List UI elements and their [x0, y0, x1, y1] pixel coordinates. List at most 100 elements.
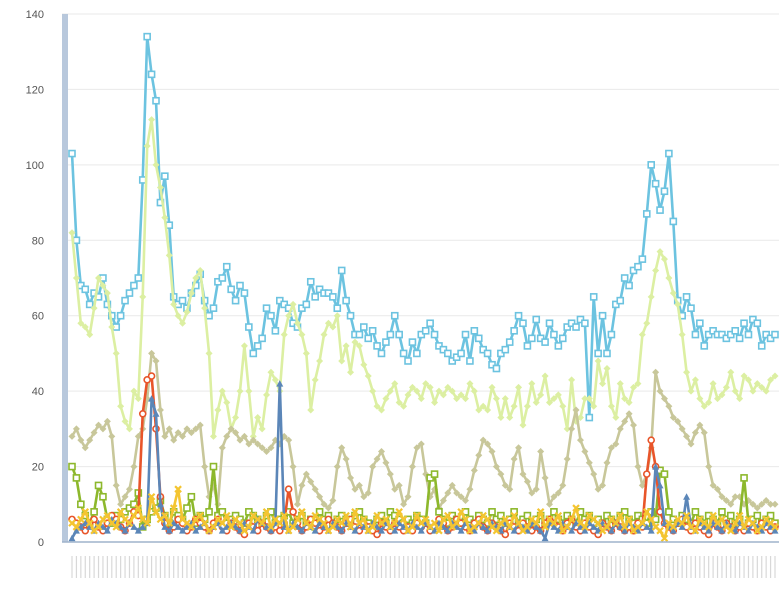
x-tick-label	[363, 556, 364, 578]
data-point	[135, 275, 141, 281]
data-point	[560, 335, 566, 341]
x-tick-label	[478, 556, 479, 578]
data-point	[228, 286, 234, 292]
x-tick-label	[133, 556, 134, 578]
x-tick-label	[655, 556, 656, 578]
data-point	[617, 298, 623, 304]
data-point	[396, 332, 402, 338]
data-point	[378, 350, 384, 356]
data-point	[608, 332, 614, 338]
data-point	[463, 332, 469, 338]
x-tick-label	[217, 556, 218, 578]
x-tick-label	[761, 556, 762, 578]
data-point	[551, 332, 557, 338]
y-tick-label: 0	[38, 537, 44, 549]
x-tick-label	[412, 556, 413, 578]
x-tick-label	[677, 556, 678, 578]
x-tick-label	[558, 556, 559, 578]
data-point	[741, 475, 747, 481]
data-point	[427, 320, 433, 326]
x-tick-label	[602, 556, 603, 578]
x-tick-label	[584, 556, 585, 578]
y-tick-label: 60	[32, 311, 44, 323]
x-tick-label	[120, 556, 121, 578]
data-point	[241, 290, 247, 296]
data-point	[493, 366, 499, 372]
x-tick-label	[575, 556, 576, 578]
x-tick-label	[195, 556, 196, 578]
x-tick-label	[483, 556, 484, 578]
x-tick-label	[94, 556, 95, 578]
data-point	[409, 339, 415, 345]
x-tick-label	[562, 556, 563, 578]
x-tick-label	[571, 556, 572, 578]
x-tick-label	[275, 556, 276, 578]
data-point	[210, 305, 216, 311]
x-tick-label	[659, 556, 660, 578]
x-tick-label	[248, 556, 249, 578]
x-tick-label	[222, 556, 223, 578]
data-point	[595, 350, 601, 356]
x-tick-label	[704, 556, 705, 578]
x-tick-label	[186, 556, 187, 578]
data-point	[507, 339, 513, 345]
x-tick-label	[399, 556, 400, 578]
data-point	[697, 320, 703, 326]
x-tick-label	[637, 556, 638, 578]
data-point	[122, 298, 128, 304]
x-tick-label	[425, 556, 426, 578]
data-point	[661, 471, 667, 477]
x-tick-label	[567, 556, 568, 578]
x-tick-label	[668, 556, 669, 578]
x-tick-label	[757, 556, 758, 578]
data-point	[489, 509, 495, 515]
data-point	[547, 320, 553, 326]
x-tick-label	[160, 556, 161, 578]
data-point	[582, 320, 588, 326]
x-tick-label	[107, 556, 108, 578]
data-point	[140, 411, 146, 417]
x-tick-label	[527, 556, 528, 578]
data-point	[308, 279, 314, 285]
data-point	[516, 313, 522, 319]
x-tick-label	[735, 556, 736, 578]
data-point	[692, 509, 698, 515]
data-point	[502, 347, 508, 353]
data-point	[210, 464, 216, 470]
data-point	[626, 283, 632, 289]
data-point	[206, 509, 212, 515]
data-point	[423, 328, 429, 334]
data-point	[272, 328, 278, 334]
x-tick-label	[500, 556, 501, 578]
x-tick-label	[748, 556, 749, 578]
data-point	[118, 313, 124, 319]
data-point	[701, 343, 707, 349]
data-point	[219, 275, 225, 281]
data-point	[405, 358, 411, 364]
x-tick-label	[231, 556, 232, 578]
data-point	[670, 218, 676, 224]
data-point	[100, 494, 106, 500]
x-tick-label	[549, 556, 550, 578]
x-tick-label	[155, 556, 156, 578]
x-tick-label	[589, 556, 590, 578]
x-tick-label	[102, 556, 103, 578]
data-point	[467, 358, 473, 364]
x-tick-label	[169, 556, 170, 578]
data-point	[361, 324, 367, 330]
data-point	[476, 335, 482, 341]
x-tick-label	[372, 556, 373, 578]
data-point	[688, 305, 694, 311]
data-point	[745, 332, 751, 338]
x-tick-label	[346, 556, 347, 578]
data-point	[246, 324, 252, 330]
x-tick-label	[496, 556, 497, 578]
data-point	[69, 464, 75, 470]
x-tick-label	[284, 556, 285, 578]
data-point	[741, 320, 747, 326]
x-tick-label	[531, 556, 532, 578]
x-axis-tick-labels	[71, 556, 775, 578]
x-tick-label	[620, 556, 621, 578]
x-tick-label	[288, 556, 289, 578]
